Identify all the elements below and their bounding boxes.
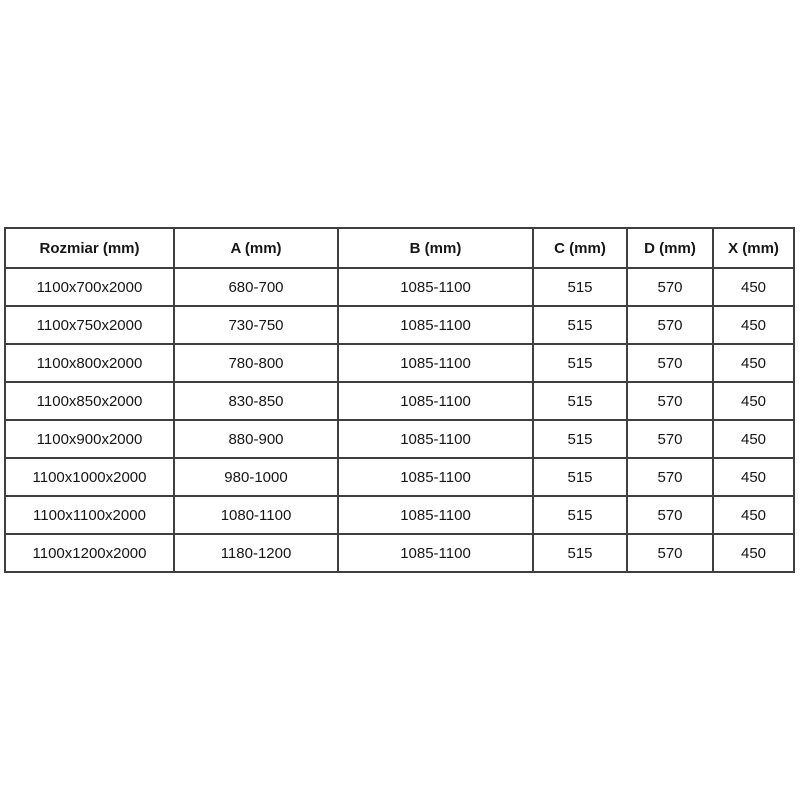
column-header: B (mm) <box>337 227 534 269</box>
table-cell: 450 <box>712 267 795 307</box>
size-spec-table: Rozmiar (mm) A (mm) B (mm) C (mm) D (mm) X (m… <box>4 227 795 573</box>
table-cell: 1100x1000x2000 <box>4 457 175 497</box>
table-row: 1100x1000x2000 980-1000 1085-1100 515 570 450 <box>4 457 795 497</box>
table-cell: 450 <box>712 381 795 421</box>
table-cell: 515 <box>532 343 628 383</box>
table-cell: 570 <box>626 305 714 345</box>
table-cell: 1085-1100 <box>337 267 534 307</box>
table-cell: 450 <box>712 343 795 383</box>
table-cell: 980-1000 <box>173 457 339 497</box>
table-cell: 1180-1200 <box>173 533 339 573</box>
table-cell: 680-700 <box>173 267 339 307</box>
table-cell: 730-750 <box>173 305 339 345</box>
table-cell: 570 <box>626 457 714 497</box>
table-cell: 515 <box>532 381 628 421</box>
table-row: 1100x750x2000 730-750 1085-1100 515 570 450 <box>4 305 795 345</box>
table-cell: 880-900 <box>173 419 339 459</box>
table-cell: 1100x700x2000 <box>4 267 175 307</box>
table-cell: 570 <box>626 495 714 535</box>
table-row: 1100x1100x2000 1080-1100 1085-1100 515 570 45… <box>4 495 795 535</box>
column-header: A (mm) <box>173 227 339 269</box>
table-cell: 450 <box>712 419 795 459</box>
table-cell: 1085-1100 <box>337 419 534 459</box>
table-cell: 1085-1100 <box>337 457 534 497</box>
table-cell: 830-850 <box>173 381 339 421</box>
column-header: D (mm) <box>626 227 714 269</box>
table-row: 1100x1200x2000 1180-1200 1085-1100 515 570 45… <box>4 533 795 573</box>
table-body: 1100x700x2000 680-700 1085-1100 515 570 450 11… <box>4 267 795 573</box>
table-cell: 515 <box>532 305 628 345</box>
table-cell: 450 <box>712 533 795 573</box>
table-cell: 450 <box>712 457 795 497</box>
table-cell: 515 <box>532 267 628 307</box>
table-cell: 515 <box>532 419 628 459</box>
column-header: X (mm) <box>712 227 795 269</box>
table-cell: 570 <box>626 533 714 573</box>
table-cell: 1085-1100 <box>337 305 534 345</box>
table-cell: 1100x1200x2000 <box>4 533 175 573</box>
table-cell: 1085-1100 <box>337 381 534 421</box>
column-header: C (mm) <box>532 227 628 269</box>
table-cell: 515 <box>532 457 628 497</box>
table-cell: 450 <box>712 305 795 345</box>
table-row: 1100x900x2000 880-900 1085-1100 515 570 450 <box>4 419 795 459</box>
table-cell: 450 <box>712 495 795 535</box>
table-cell: 1100x800x2000 <box>4 343 175 383</box>
table-cell: 515 <box>532 495 628 535</box>
table-cell: 570 <box>626 343 714 383</box>
table-cell: 1100x750x2000 <box>4 305 175 345</box>
table-cell: 1080-1100 <box>173 495 339 535</box>
table-cell: 570 <box>626 419 714 459</box>
table-cell: 1085-1100 <box>337 495 534 535</box>
header-row: Rozmiar (mm) A (mm) B (mm) C (mm) D (mm) X (m… <box>4 227 795 269</box>
table-row: 1100x700x2000 680-700 1085-1100 515 570 450 <box>4 267 795 307</box>
table-cell: 1085-1100 <box>337 533 534 573</box>
table-cell: 1085-1100 <box>337 343 534 383</box>
table-cell: 570 <box>626 381 714 421</box>
table-cell: 515 <box>532 533 628 573</box>
table-row: 1100x800x2000 780-800 1085-1100 515 570 450 <box>4 343 795 383</box>
table-row: 1100x850x2000 830-850 1085-1100 515 570 450 <box>4 381 795 421</box>
table-cell: 1100x900x2000 <box>4 419 175 459</box>
table-cell: 1100x850x2000 <box>4 381 175 421</box>
table-cell: 780-800 <box>173 343 339 383</box>
table-cell: 1100x1100x2000 <box>4 495 175 535</box>
column-header: Rozmiar (mm) <box>4 227 175 269</box>
table-cell: 570 <box>626 267 714 307</box>
